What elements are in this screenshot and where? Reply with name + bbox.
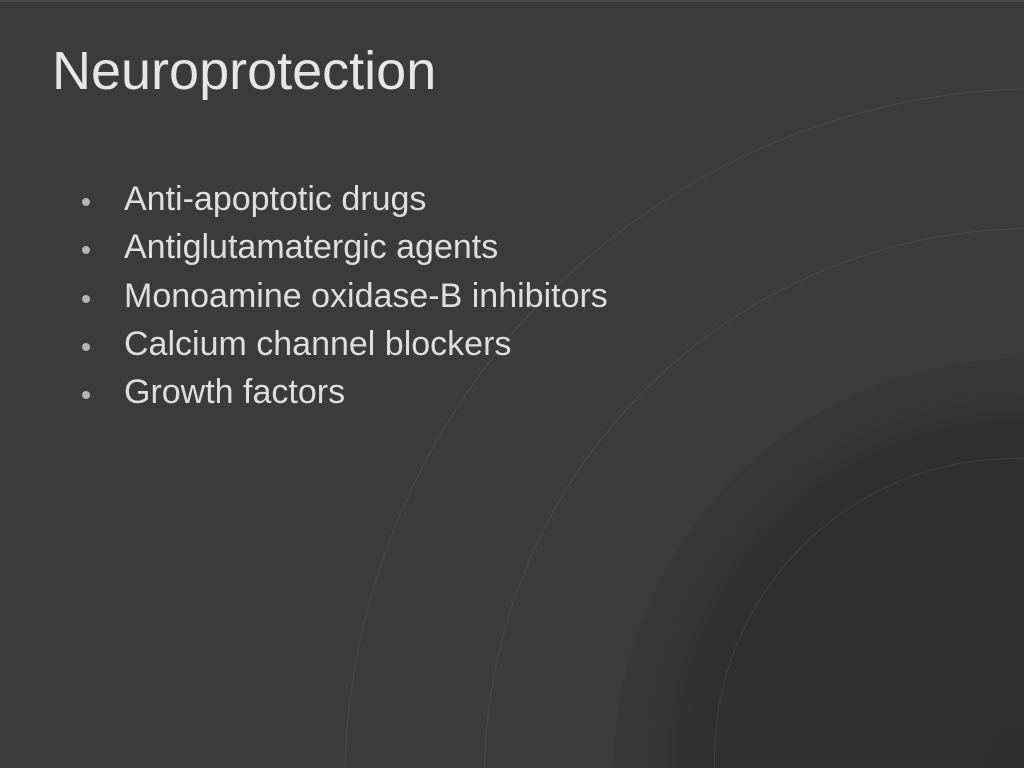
bullet-item: Calcium channel blockers [80, 320, 608, 368]
slide-title: Neuroprotection [52, 40, 436, 102]
bullet-list: Anti-apoptotic drugs Antiglutamatergic a… [80, 175, 608, 416]
bullet-item: Growth factors [80, 368, 608, 416]
bullet-text: Antiglutamatergic agents [124, 223, 498, 271]
bullet-text: Monoamine oxidase-B inhibitors [124, 272, 608, 320]
bullet-text: Growth factors [124, 368, 345, 416]
bullet-text: Anti-apoptotic drugs [124, 175, 426, 223]
bullet-dot-icon [82, 198, 90, 206]
bullet-text: Calcium channel blockers [124, 320, 511, 368]
slide: Neuroprotection Anti-apoptotic drugs Ant… [0, 0, 1024, 768]
bullet-item: Anti-apoptotic drugs [80, 175, 608, 223]
bullet-item: Monoamine oxidase-B inhibitors [80, 272, 608, 320]
bullet-dot-icon [82, 391, 90, 399]
top-divider [0, 0, 1024, 2]
bullet-dot-icon [82, 295, 90, 303]
bullet-dot-icon [82, 343, 90, 351]
bullet-item: Antiglutamatergic agents [80, 223, 608, 271]
bullet-dot-icon [82, 246, 90, 254]
